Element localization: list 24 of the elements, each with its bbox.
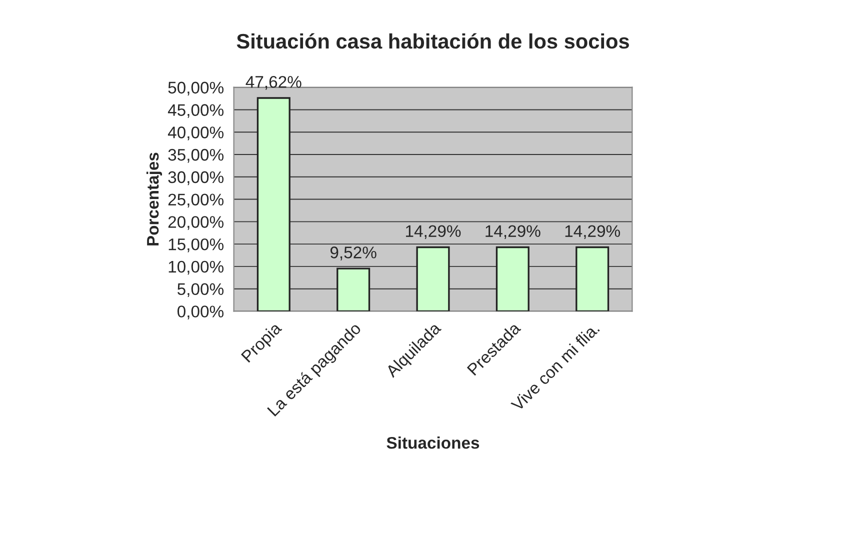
bar bbox=[416, 246, 450, 312]
y-axis-title: Porcentajes bbox=[146, 152, 162, 246]
y-tick-label: 5,00% bbox=[178, 283, 224, 298]
y-tick-label: 15,00% bbox=[168, 238, 224, 252]
y-tick-label: 25,00% bbox=[168, 194, 224, 208]
data-label: 14,29% bbox=[565, 225, 620, 239]
y-tick-label: 50,00% bbox=[168, 82, 224, 96]
bar bbox=[496, 246, 530, 312]
y-tick-label: 40,00% bbox=[168, 126, 224, 140]
x-axis-title: Situaciones bbox=[386, 436, 480, 449]
y-tick-label: 20,00% bbox=[168, 216, 224, 230]
data-label: 14,29% bbox=[486, 225, 540, 239]
y-tick-label: 0,00% bbox=[177, 306, 224, 320]
y-tick-label: 10,00% bbox=[168, 260, 224, 275]
bar bbox=[576, 246, 610, 312]
y-tick-label: 45,00% bbox=[168, 104, 224, 118]
y-tick-label: 35,00% bbox=[168, 148, 224, 163]
chart-title: Situación casa habitación de los socios bbox=[236, 33, 629, 49]
data-label: 9,52% bbox=[330, 246, 376, 260]
bar bbox=[256, 97, 290, 312]
bar bbox=[336, 268, 370, 312]
data-label: 47,62% bbox=[246, 76, 302, 90]
y-tick-label: 30,00% bbox=[168, 171, 224, 186]
data-label: 14,29% bbox=[406, 225, 461, 239]
